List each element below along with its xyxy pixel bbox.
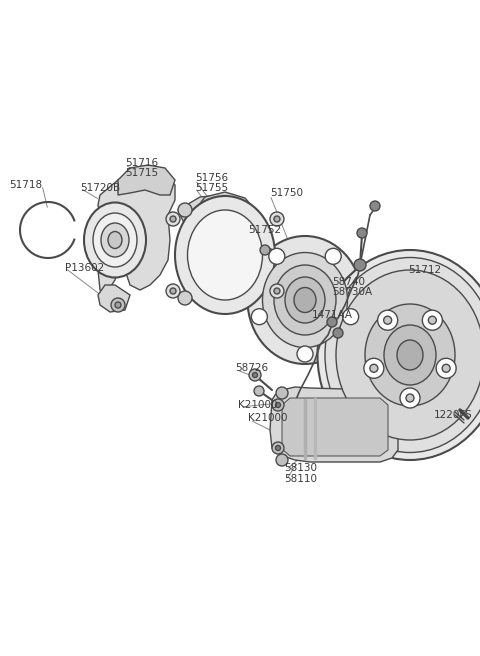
Text: 58726: 58726 xyxy=(235,363,268,373)
Text: 58130: 58130 xyxy=(284,463,317,473)
Circle shape xyxy=(276,445,280,451)
Circle shape xyxy=(166,284,180,298)
Ellipse shape xyxy=(248,236,362,364)
Circle shape xyxy=(249,369,261,381)
Circle shape xyxy=(400,388,420,408)
Circle shape xyxy=(354,259,366,271)
Circle shape xyxy=(178,203,192,217)
Polygon shape xyxy=(98,172,175,295)
Circle shape xyxy=(364,358,384,379)
Text: 58740: 58740 xyxy=(332,277,365,287)
Circle shape xyxy=(115,302,121,308)
Circle shape xyxy=(276,387,288,399)
Ellipse shape xyxy=(93,213,137,267)
Text: 51756: 51756 xyxy=(195,173,228,183)
Circle shape xyxy=(254,386,264,396)
Circle shape xyxy=(297,346,313,362)
Circle shape xyxy=(274,216,280,222)
Circle shape xyxy=(272,399,284,411)
Circle shape xyxy=(343,309,359,325)
Ellipse shape xyxy=(294,287,316,312)
Ellipse shape xyxy=(263,253,348,348)
Polygon shape xyxy=(198,278,258,308)
Circle shape xyxy=(252,373,257,377)
Circle shape xyxy=(274,288,280,294)
Ellipse shape xyxy=(101,223,129,257)
Circle shape xyxy=(333,328,343,338)
Circle shape xyxy=(178,291,192,305)
Polygon shape xyxy=(118,165,175,195)
Polygon shape xyxy=(178,195,262,310)
Circle shape xyxy=(357,228,367,238)
Text: 51755: 51755 xyxy=(195,183,228,193)
Circle shape xyxy=(270,212,284,226)
Polygon shape xyxy=(195,192,258,225)
Circle shape xyxy=(325,249,341,264)
Circle shape xyxy=(270,284,284,298)
Circle shape xyxy=(422,310,443,330)
Text: 51712: 51712 xyxy=(408,265,441,275)
Circle shape xyxy=(170,216,176,222)
Ellipse shape xyxy=(84,203,146,277)
Text: 1220FS: 1220FS xyxy=(434,410,473,420)
Text: 58110: 58110 xyxy=(284,474,317,484)
Ellipse shape xyxy=(384,325,436,385)
Circle shape xyxy=(111,298,125,312)
Circle shape xyxy=(166,212,180,226)
Circle shape xyxy=(378,310,397,330)
Circle shape xyxy=(272,442,284,454)
Polygon shape xyxy=(98,285,130,312)
Circle shape xyxy=(442,364,450,373)
Text: 51718: 51718 xyxy=(9,180,42,190)
Circle shape xyxy=(260,245,270,255)
Ellipse shape xyxy=(365,304,455,406)
Text: K21000: K21000 xyxy=(238,400,277,410)
Ellipse shape xyxy=(325,258,480,453)
Text: 51720B: 51720B xyxy=(80,183,120,193)
Circle shape xyxy=(384,316,392,324)
Text: 1471AA: 1471AA xyxy=(312,310,353,320)
Ellipse shape xyxy=(175,196,275,314)
Text: 51716: 51716 xyxy=(125,158,158,168)
Text: 51752: 51752 xyxy=(248,225,281,235)
Text: 51715: 51715 xyxy=(125,168,158,178)
Ellipse shape xyxy=(336,270,480,440)
Polygon shape xyxy=(270,387,398,462)
Ellipse shape xyxy=(188,210,263,300)
Ellipse shape xyxy=(274,265,336,335)
Text: 58730A: 58730A xyxy=(332,287,372,297)
Text: 51750: 51750 xyxy=(270,188,303,198)
Circle shape xyxy=(428,316,436,324)
Circle shape xyxy=(170,288,176,294)
Circle shape xyxy=(436,358,456,379)
Text: K21000: K21000 xyxy=(248,413,288,423)
Ellipse shape xyxy=(317,250,480,460)
Circle shape xyxy=(269,249,285,264)
Ellipse shape xyxy=(285,277,325,323)
Text: P13602: P13602 xyxy=(65,263,104,273)
Circle shape xyxy=(276,454,288,466)
Circle shape xyxy=(252,309,267,325)
Circle shape xyxy=(406,394,414,402)
Circle shape xyxy=(370,364,378,373)
Ellipse shape xyxy=(108,232,122,249)
Polygon shape xyxy=(282,398,388,456)
Circle shape xyxy=(370,201,380,211)
Circle shape xyxy=(276,403,280,407)
Ellipse shape xyxy=(397,340,423,370)
Circle shape xyxy=(327,317,337,327)
